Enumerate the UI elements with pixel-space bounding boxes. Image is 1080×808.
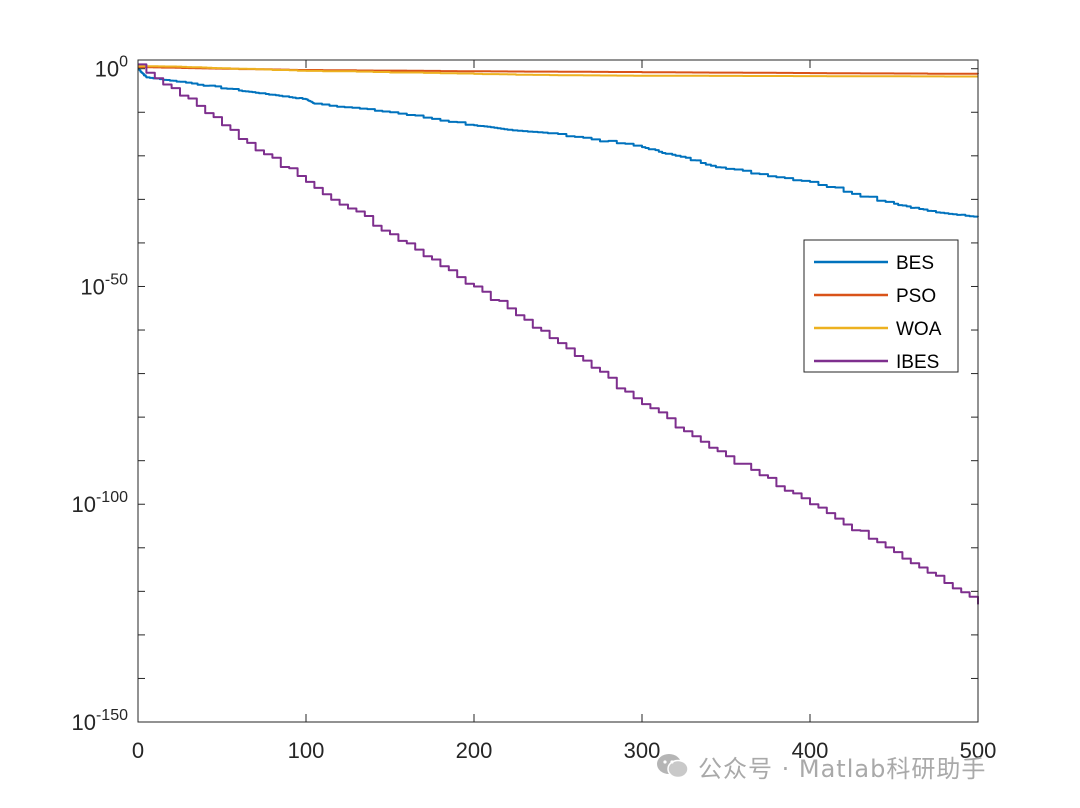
legend: BES PSO WOA IBES <box>803 239 959 373</box>
legend-label-ibes: IBES <box>896 352 939 373</box>
y-tick-label: 10-150 <box>71 707 128 735</box>
legend-label-bes: BES <box>896 253 934 274</box>
tick-layer: 0 100 200 300 400 500 100 10-50 10-100 10-150 <box>71 54 996 763</box>
x-tick-label: 0 <box>132 738 144 763</box>
wechat-icon <box>656 752 690 780</box>
series-line-ibes <box>138 63 979 605</box>
watermark: 公众号 · Matlab科研助手 <box>656 748 986 784</box>
x-tick-label: 500 <box>960 738 997 763</box>
y-tick-label: 10-100 <box>71 489 128 517</box>
legend-label-woa: WOA <box>896 319 942 340</box>
x-tick-label: 100 <box>288 738 325 763</box>
series-layer <box>137 63 979 605</box>
x-tick-label: 200 <box>456 738 493 763</box>
y-tick-label: 10-50 <box>80 271 128 299</box>
axes-box <box>137 59 979 723</box>
x-tick-label: 400 <box>792 738 829 763</box>
watermark-text: 公众号 · Matlab科研助手 <box>698 754 987 783</box>
x-tick-label: 300 <box>624 738 661 763</box>
series-line-bes <box>137 67 979 218</box>
plot-area <box>138 60 978 722</box>
legend-label-pso: PSO <box>896 286 936 307</box>
series-line-woa <box>138 65 978 78</box>
y-tick-label: 100 <box>95 54 128 82</box>
